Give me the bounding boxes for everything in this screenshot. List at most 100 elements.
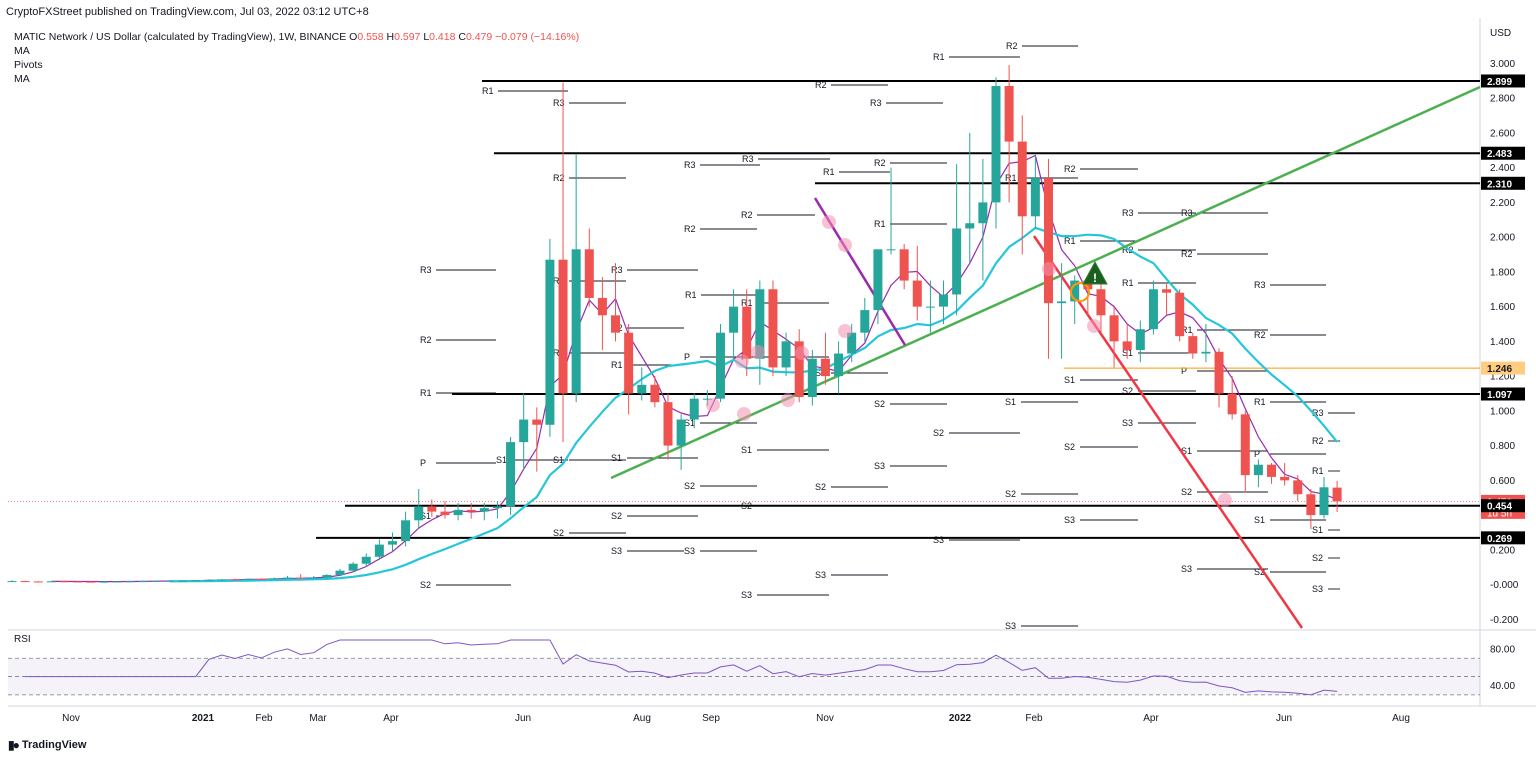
change-value: −0.079 (−14.16%) (495, 31, 580, 43)
candle-body (348, 563, 358, 571)
high-label: H (386, 31, 395, 43)
pivot-label: S3 (684, 546, 695, 556)
pivot-label: S2 (933, 428, 944, 438)
candle-body (20, 581, 30, 583)
candle-body (86, 581, 96, 583)
indicator-ma-2[interactable]: MA (14, 73, 30, 85)
pivot-label: R1 (685, 290, 697, 300)
pivot-label: R1 (482, 86, 494, 96)
candle-body (151, 580, 161, 582)
ohlc-values: O0.558 H0.597 L0.418 C0.479 −0.079 (−14.… (349, 31, 579, 43)
indicator-pivots[interactable]: Pivots (14, 59, 43, 71)
candle-body (1306, 494, 1316, 516)
candle-body (820, 358, 830, 377)
pivot-label: S2 (874, 399, 885, 409)
candle-body (59, 581, 69, 583)
candle-body (965, 223, 975, 229)
candle-body (860, 310, 870, 333)
candle-body (624, 332, 634, 394)
footer-brand[interactable]: ▮● TradingView (8, 738, 86, 752)
y-tick-label: 2.000 (1490, 233, 1515, 244)
candle-body (689, 398, 699, 420)
candle-body (1253, 464, 1263, 476)
candle-body (256, 579, 266, 581)
rsi-label: RSI (14, 634, 31, 645)
candle-body (545, 259, 555, 425)
pivot-label: S2 (1005, 489, 1016, 499)
x-tick-label: Apr (1143, 713, 1159, 724)
x-tick-label: Aug (1392, 713, 1410, 724)
candle-body (611, 315, 621, 333)
y-tick-label: 2.200 (1490, 198, 1515, 209)
y-tick-label: 0.200 (1490, 545, 1515, 556)
candle-body (138, 581, 148, 583)
candle-body (637, 384, 647, 394)
rsi-tick-label: 40.00 (1490, 681, 1515, 692)
candle-body (1070, 280, 1080, 302)
publisher-header: CryptoFXStreet published on TradingView.… (6, 6, 369, 18)
candle-body (899, 249, 909, 281)
candle-body (1109, 315, 1119, 342)
candle-body (1214, 351, 1224, 394)
candle-body (479, 508, 489, 512)
candle-body (1122, 341, 1132, 351)
indicator-ma-1[interactable]: MA (14, 45, 30, 57)
chart-legend: MATIC Network / US Dollar (calculated by… (14, 30, 579, 86)
candle-body (283, 577, 293, 579)
candle-body (1017, 141, 1027, 217)
price-tag-label: 0.454 (1487, 502, 1512, 513)
pivot-label: R2 (684, 224, 696, 234)
pivot-label: S3 (611, 546, 622, 556)
brand-label: TradingView (21, 739, 87, 751)
candle-body (414, 506, 424, 521)
highlight-dot (822, 215, 836, 229)
highlight-dot (781, 393, 795, 407)
candle-body (1188, 336, 1198, 354)
candle-body (125, 581, 135, 583)
candle-body (33, 581, 43, 583)
pivot-label: S3 (1064, 515, 1075, 525)
candle-body (1083, 280, 1093, 290)
y-tick-label: 2.400 (1490, 163, 1515, 174)
open-value: 0.558 (357, 31, 384, 43)
candle-body (1148, 289, 1158, 330)
highlight-dot (838, 324, 852, 338)
pivot-label: P (1254, 449, 1260, 459)
candle-body (715, 332, 725, 399)
highlight-dot (1042, 262, 1056, 276)
tradingview-logo-icon: ▮● (8, 738, 20, 752)
pivot-label: S1 (741, 445, 752, 455)
pivot-label: R2 (874, 158, 886, 168)
candle-body (401, 520, 411, 542)
pivot-label: R3 (870, 98, 882, 108)
candle-body (650, 384, 660, 403)
candle-body (296, 577, 306, 579)
candle-body (873, 249, 883, 311)
price-tag-label: 1.097 (1487, 390, 1512, 401)
pivot-label: R1 (1312, 466, 1324, 476)
x-tick-label: Aug (633, 713, 651, 724)
candle-body (1293, 480, 1303, 495)
pivot-label: S1 (1005, 397, 1016, 407)
candle-body (1227, 393, 1237, 415)
high-value: 0.597 (394, 31, 421, 43)
pivot-label: P (1181, 366, 1187, 376)
candle-body (243, 579, 253, 581)
candle-body (794, 341, 804, 397)
pivot-label: R1 (611, 360, 623, 370)
highlight-dot (1218, 493, 1232, 507)
pivot-label: S1 (1312, 525, 1323, 535)
candle-body (834, 353, 844, 377)
pivot-label: S2 (553, 528, 564, 538)
pivot-label: S1 (420, 511, 431, 521)
candle-body (532, 419, 542, 425)
pivot-label: R2 (1181, 249, 1193, 259)
pivot-label: R2 (553, 173, 565, 183)
candle-body (676, 419, 686, 446)
candle-body (269, 578, 279, 580)
candle-body (453, 509, 463, 516)
candle-body (1332, 487, 1342, 502)
pivot-label: R2 (420, 335, 432, 345)
x-tick-label: Jun (1276, 713, 1292, 724)
